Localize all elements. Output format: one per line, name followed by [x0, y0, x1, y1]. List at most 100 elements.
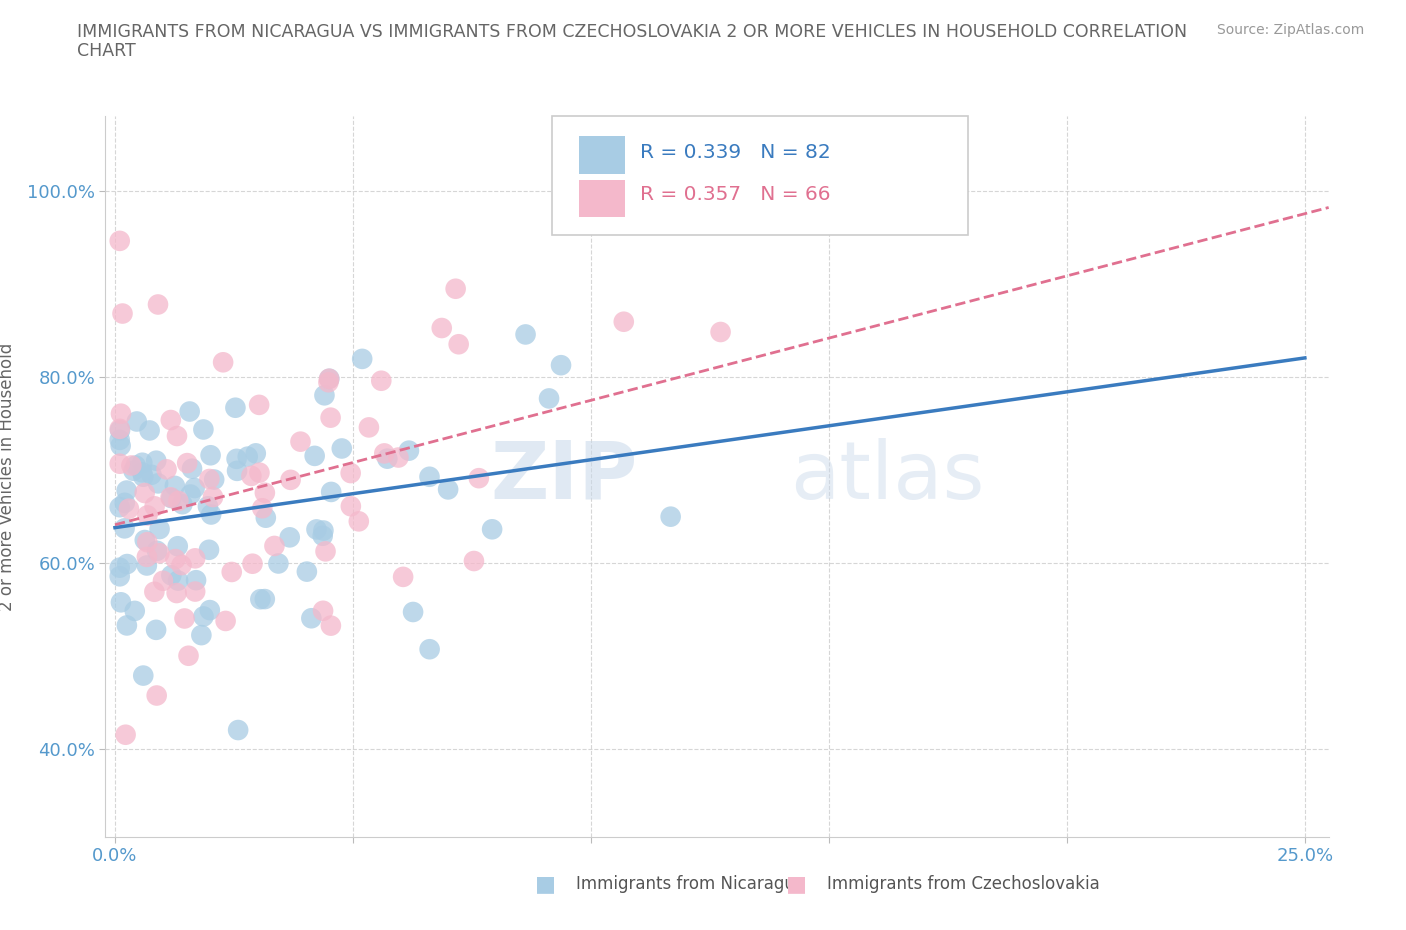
- Point: [236, 449, 259, 464]
- Point: [340, 498, 363, 513]
- Point: [159, 490, 181, 505]
- Point: [193, 609, 215, 624]
- Point: [148, 522, 170, 537]
- Text: R = 0.339   N = 82: R = 0.339 N = 82: [640, 143, 831, 162]
- Point: [145, 622, 167, 637]
- Point: [160, 491, 183, 506]
- Point: [110, 438, 132, 453]
- FancyBboxPatch shape: [553, 116, 967, 235]
- Point: [108, 421, 131, 436]
- Point: [170, 558, 193, 573]
- Point: [373, 446, 395, 461]
- Point: [202, 472, 225, 487]
- Point: [267, 556, 290, 571]
- Point: [419, 642, 441, 657]
- Point: [132, 470, 155, 485]
- Point: [114, 521, 136, 536]
- Point: [136, 535, 159, 550]
- Point: [141, 467, 163, 482]
- Point: [124, 604, 146, 618]
- Point: [134, 533, 156, 548]
- Point: [226, 723, 249, 737]
- Point: [290, 434, 312, 449]
- Point: [312, 528, 335, 543]
- Y-axis label: 2 or more Vehicles in Household: 2 or more Vehicles in Household: [0, 342, 15, 611]
- Point: [392, 569, 415, 584]
- Point: [115, 557, 138, 572]
- Point: [167, 573, 190, 588]
- Point: [190, 628, 212, 643]
- Text: ■: ■: [786, 874, 807, 894]
- Point: [387, 450, 409, 465]
- Point: [226, 463, 249, 478]
- Point: [278, 530, 301, 545]
- Point: [200, 507, 222, 522]
- Point: [515, 327, 537, 342]
- Point: [312, 604, 335, 618]
- Point: [146, 476, 169, 491]
- Point: [444, 281, 467, 296]
- Point: [463, 553, 485, 568]
- Point: [247, 397, 270, 412]
- Point: [184, 573, 207, 588]
- Point: [120, 458, 142, 473]
- Point: [111, 306, 134, 321]
- Point: [108, 457, 131, 472]
- Point: [357, 420, 380, 435]
- Text: Immigrants from Nicaragua: Immigrants from Nicaragua: [576, 875, 806, 893]
- Point: [224, 400, 246, 415]
- Point: [114, 727, 136, 742]
- Point: [114, 496, 136, 511]
- Text: IMMIGRANTS FROM NICARAGUA VS IMMIGRANTS FROM CZECHOSLOVAKIA 2 OR MORE VEHICLES I: IMMIGRANTS FROM NICARAGUA VS IMMIGRANTS …: [77, 23, 1188, 41]
- Point: [122, 463, 145, 478]
- Point: [143, 498, 166, 513]
- Point: [160, 568, 183, 583]
- Point: [138, 423, 160, 438]
- Point: [165, 551, 187, 566]
- Point: [263, 538, 285, 553]
- Point: [319, 618, 342, 633]
- Point: [131, 456, 153, 471]
- Point: [198, 542, 221, 557]
- Point: [330, 441, 353, 456]
- Point: [179, 404, 201, 418]
- Point: [305, 522, 328, 537]
- Point: [163, 478, 186, 493]
- Text: CHART: CHART: [77, 42, 136, 60]
- Point: [319, 410, 342, 425]
- Point: [181, 461, 204, 476]
- Point: [183, 481, 205, 496]
- Point: [166, 586, 188, 601]
- Point: [321, 485, 343, 499]
- Point: [193, 422, 215, 437]
- Point: [152, 574, 174, 589]
- Point: [200, 448, 222, 463]
- Point: [314, 388, 336, 403]
- Point: [375, 451, 398, 466]
- Point: [173, 611, 195, 626]
- Point: [370, 373, 392, 388]
- Point: [132, 668, 155, 683]
- Point: [108, 499, 131, 514]
- Point: [202, 489, 225, 504]
- Point: [468, 471, 491, 485]
- Point: [115, 483, 138, 498]
- Point: [315, 544, 337, 559]
- Point: [108, 233, 131, 248]
- Point: [339, 466, 361, 481]
- Point: [184, 584, 207, 599]
- Point: [402, 604, 425, 619]
- Point: [166, 429, 188, 444]
- Point: [108, 432, 131, 447]
- Point: [221, 565, 243, 579]
- Point: [135, 550, 157, 565]
- Point: [143, 584, 166, 599]
- Point: [134, 485, 156, 500]
- Point: [318, 371, 340, 386]
- Point: [253, 591, 276, 606]
- Point: [159, 413, 181, 428]
- Point: [166, 538, 188, 553]
- Point: [252, 501, 274, 516]
- Text: R = 0.357   N = 66: R = 0.357 N = 66: [640, 185, 831, 204]
- Point: [108, 569, 131, 584]
